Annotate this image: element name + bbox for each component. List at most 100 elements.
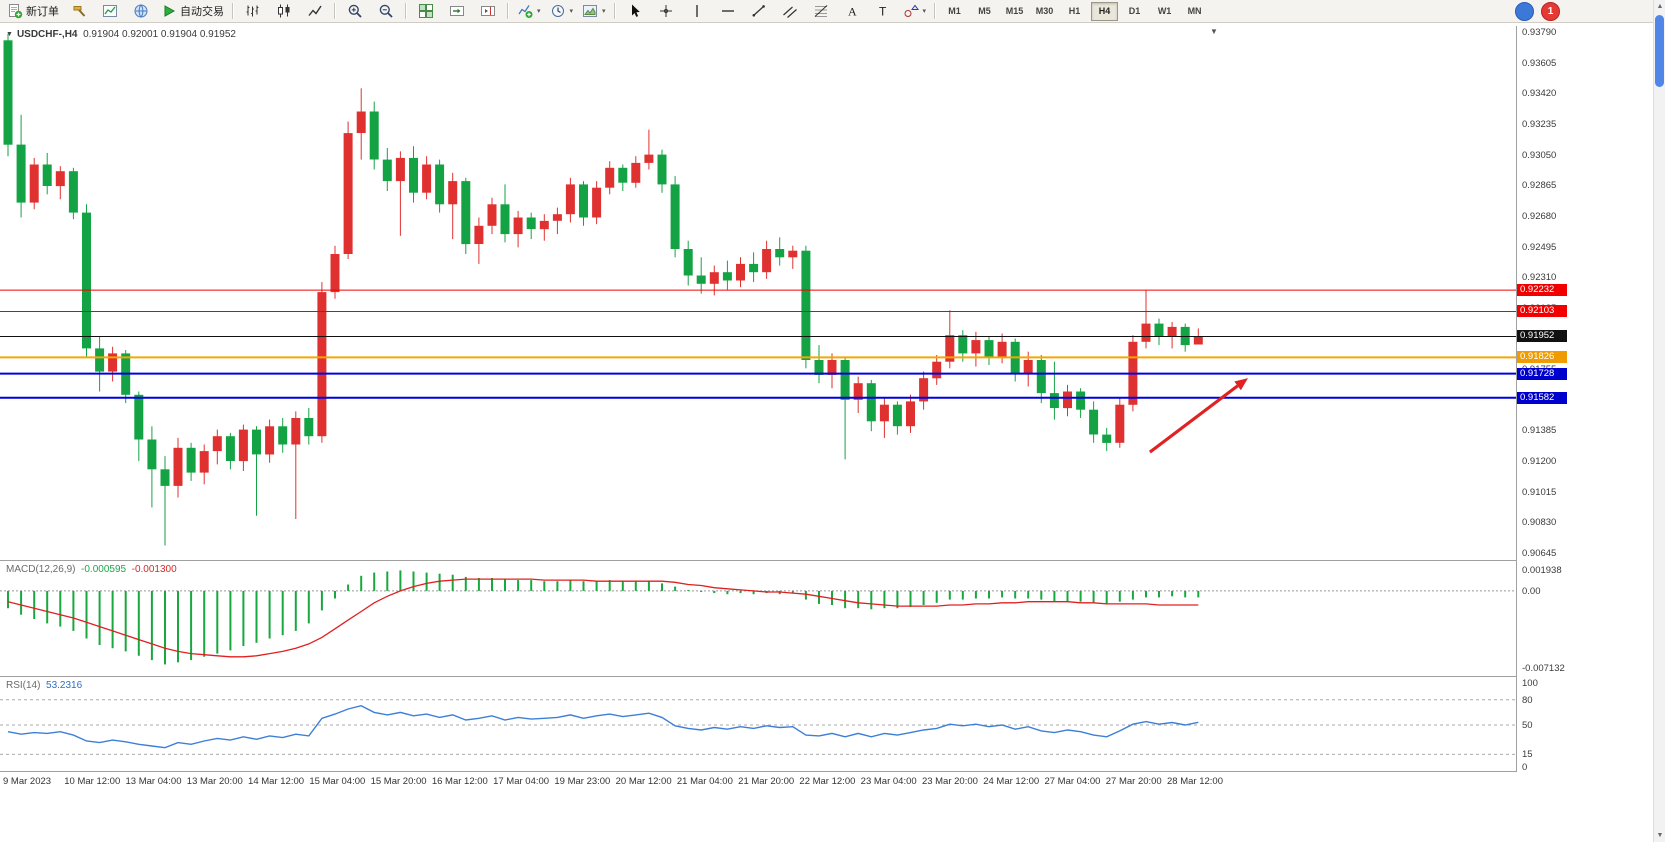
- channel-button[interactable]: [775, 0, 805, 22]
- text-button[interactable]: A: [837, 0, 867, 22]
- svg-text:T: T: [879, 5, 887, 19]
- rsi-tick-label: 80: [1522, 694, 1533, 706]
- horizontal-line-button[interactable]: [713, 0, 743, 22]
- price-chart-panel[interactable]: ▼ USDCHF-,H4 0.91904 0.92001 0.91904 0.91…: [0, 26, 1516, 560]
- fibonacci-button[interactable]: [806, 0, 836, 22]
- price-tick-label: 0.91385: [1522, 425, 1557, 437]
- macd-panel[interactable]: MACD(12,26,9) -0.000595 -0.001300: [0, 562, 1516, 676]
- price-tick-label: 0.91200: [1522, 456, 1557, 468]
- time-tick-label: 19 Mar 23:00: [554, 776, 611, 787]
- timeframe-d1-button[interactable]: D1: [1128, 6, 1141, 16]
- timeframe-m1-button[interactable]: M1: [948, 6, 961, 16]
- macd-chart: [0, 570, 1516, 665]
- time-tick-label: 21 Mar 04:00: [676, 776, 733, 787]
- macd-header: MACD(12,26,9) -0.000595 -0.001300: [6, 564, 177, 575]
- periods-button[interactable]: ▾: [546, 0, 578, 22]
- toolbar-separator: [934, 3, 937, 19]
- time-tick-label: 13 Mar 04:00: [125, 776, 182, 787]
- new-order-button[interactable]: 新订单: [3, 0, 63, 22]
- trendline-button[interactable]: [744, 0, 774, 22]
- chevron-down-icon: ▾: [602, 8, 606, 15]
- price-scale[interactable]: 0.93790 0.93605 0.93420 0.93235 0.93050 0.928…: [1517, 26, 1653, 773]
- timeframe-m30-button[interactable]: M30: [1035, 6, 1054, 16]
- shapes-button[interactable]: ▾: [899, 0, 931, 22]
- chevron-down-icon: ▾: [537, 8, 541, 15]
- timeframe-h1-button[interactable]: H1: [1068, 6, 1081, 16]
- scroll-up-icon[interactable]: ▲: [1656, 3, 1664, 10]
- cursor-button[interactable]: [620, 0, 650, 22]
- price-tick-label: 0.93790: [1522, 27, 1557, 38]
- tile-windows-button[interactable]: [411, 0, 441, 22]
- time-tick-label: 20 Mar 12:00: [615, 776, 672, 787]
- time-tick-label: 10 Mar 12:00: [64, 776, 121, 787]
- indicators-button[interactable]: ▾: [513, 0, 545, 22]
- timeframe-m5-button[interactable]: M5: [978, 6, 991, 16]
- chat-widget-icon[interactable]: [1515, 2, 1534, 21]
- horizontal-lines-group[interactable]: [0, 289, 1516, 399]
- candlestick-button[interactable]: [269, 0, 299, 22]
- chevron-down-icon: ▾: [922, 8, 927, 15]
- chart-symbol-period: USDCHF-,H4: [16, 29, 78, 40]
- timeframe-w1-button[interactable]: W1: [1157, 6, 1172, 16]
- rsi-tick-label: 0: [1522, 762, 1528, 773]
- macd-signal-value: -0.001300: [131, 564, 177, 575]
- zoom-out-button[interactable]: [371, 0, 401, 22]
- price-tick-label: 0.92865: [1522, 180, 1557, 192]
- chart-shift-button[interactable]: [473, 0, 503, 22]
- rsi-chart: [0, 699, 1516, 755]
- chart-header: ▼ USDCHF-,H4 0.91904 0.92001 0.91904 0.91…: [6, 29, 236, 40]
- panel-divider: [0, 771, 1653, 772]
- notification-badge[interactable]: 1: [1541, 2, 1560, 21]
- time-tick-label: 27 Mar 20:00: [1105, 776, 1162, 787]
- timeframe-h4-button[interactable]: H4: [1091, 1, 1119, 21]
- charts-button[interactable]: [95, 0, 125, 22]
- time-tick-label: 15 Mar 04:00: [309, 776, 366, 787]
- panel-divider[interactable]: [0, 560, 1653, 561]
- price-badge: 0.91728: [1517, 367, 1567, 380]
- time-tick-label: 13 Mar 20:00: [186, 776, 243, 787]
- time-tick-label: 23 Mar 20:00: [921, 776, 978, 787]
- scrollbar: ▲ ▼: [1653, 0, 1665, 842]
- time-tick-label: 27 Mar 04:00: [1044, 776, 1101, 787]
- bar-chart-button[interactable]: [238, 0, 268, 22]
- chart-menu-icon[interactable]: ▼: [6, 31, 13, 38]
- toolbar-separator: [232, 3, 234, 19]
- auto-trading-button[interactable]: 自动交易: [157, 0, 228, 22]
- rsi-tick-label: 100: [1522, 678, 1538, 689]
- time-tick-label: 9 Mar 2023: [3, 776, 52, 787]
- trend-arrow-annotation[interactable]: [1148, 378, 1248, 454]
- macd-signal-line: [7, 578, 1199, 658]
- price-badge: 0.91826: [1517, 351, 1567, 364]
- price-tick-label: 0.90645: [1522, 548, 1557, 559]
- crosshair-button[interactable]: [651, 0, 681, 22]
- timeframe-m15-button[interactable]: M15: [1005, 6, 1024, 16]
- panel-divider[interactable]: [0, 676, 1653, 677]
- price-badge: 0.91582: [1517, 391, 1567, 404]
- label-button[interactable]: T: [868, 0, 898, 22]
- price-badge: 0.92232: [1517, 284, 1567, 297]
- macd-tick-label: 0.00: [1522, 585, 1541, 597]
- zoom-in-button[interactable]: [340, 0, 370, 22]
- metaeditor-button[interactable]: [64, 0, 94, 22]
- macd-tick-label: 0.001938: [1522, 565, 1562, 576]
- macd-histogram: [7, 570, 1200, 665]
- price-badge: 0.91952: [1517, 330, 1567, 343]
- rsi-line: [7, 704, 1199, 749]
- time-tick-label: 21 Mar 20:00: [738, 776, 795, 787]
- vertical-line-button[interactable]: [682, 0, 712, 22]
- price-tick-label: 0.91015: [1522, 486, 1557, 498]
- chart-shift-marker[interactable]: ▼: [1210, 27, 1218, 36]
- scroll-down-icon[interactable]: ▼: [1656, 832, 1664, 839]
- timeframe-mn-button[interactable]: MN: [1187, 6, 1202, 16]
- macd-tick-label: -0.007132: [1522, 663, 1565, 674]
- scrollbar-thumb[interactable]: [1655, 15, 1664, 87]
- rsi-panel[interactable]: RSI(14) 53.2316: [0, 678, 1516, 771]
- price-chart[interactable]: [0, 26, 1516, 560]
- time-axis[interactable]: 9 Mar 2023 10 Mar 12:00 13 Mar 04:00 13 Mar…: [0, 772, 1653, 792]
- templates-button[interactable]: ▾: [578, 0, 610, 22]
- community-button[interactable]: [126, 0, 156, 22]
- chart-ohlc-values: 0.91904 0.92001 0.91904 0.91952: [83, 29, 236, 40]
- line-chart-button[interactable]: [300, 0, 330, 22]
- auto-scroll-button[interactable]: [442, 0, 472, 22]
- rsi-label: RSI(14): [6, 680, 41, 691]
